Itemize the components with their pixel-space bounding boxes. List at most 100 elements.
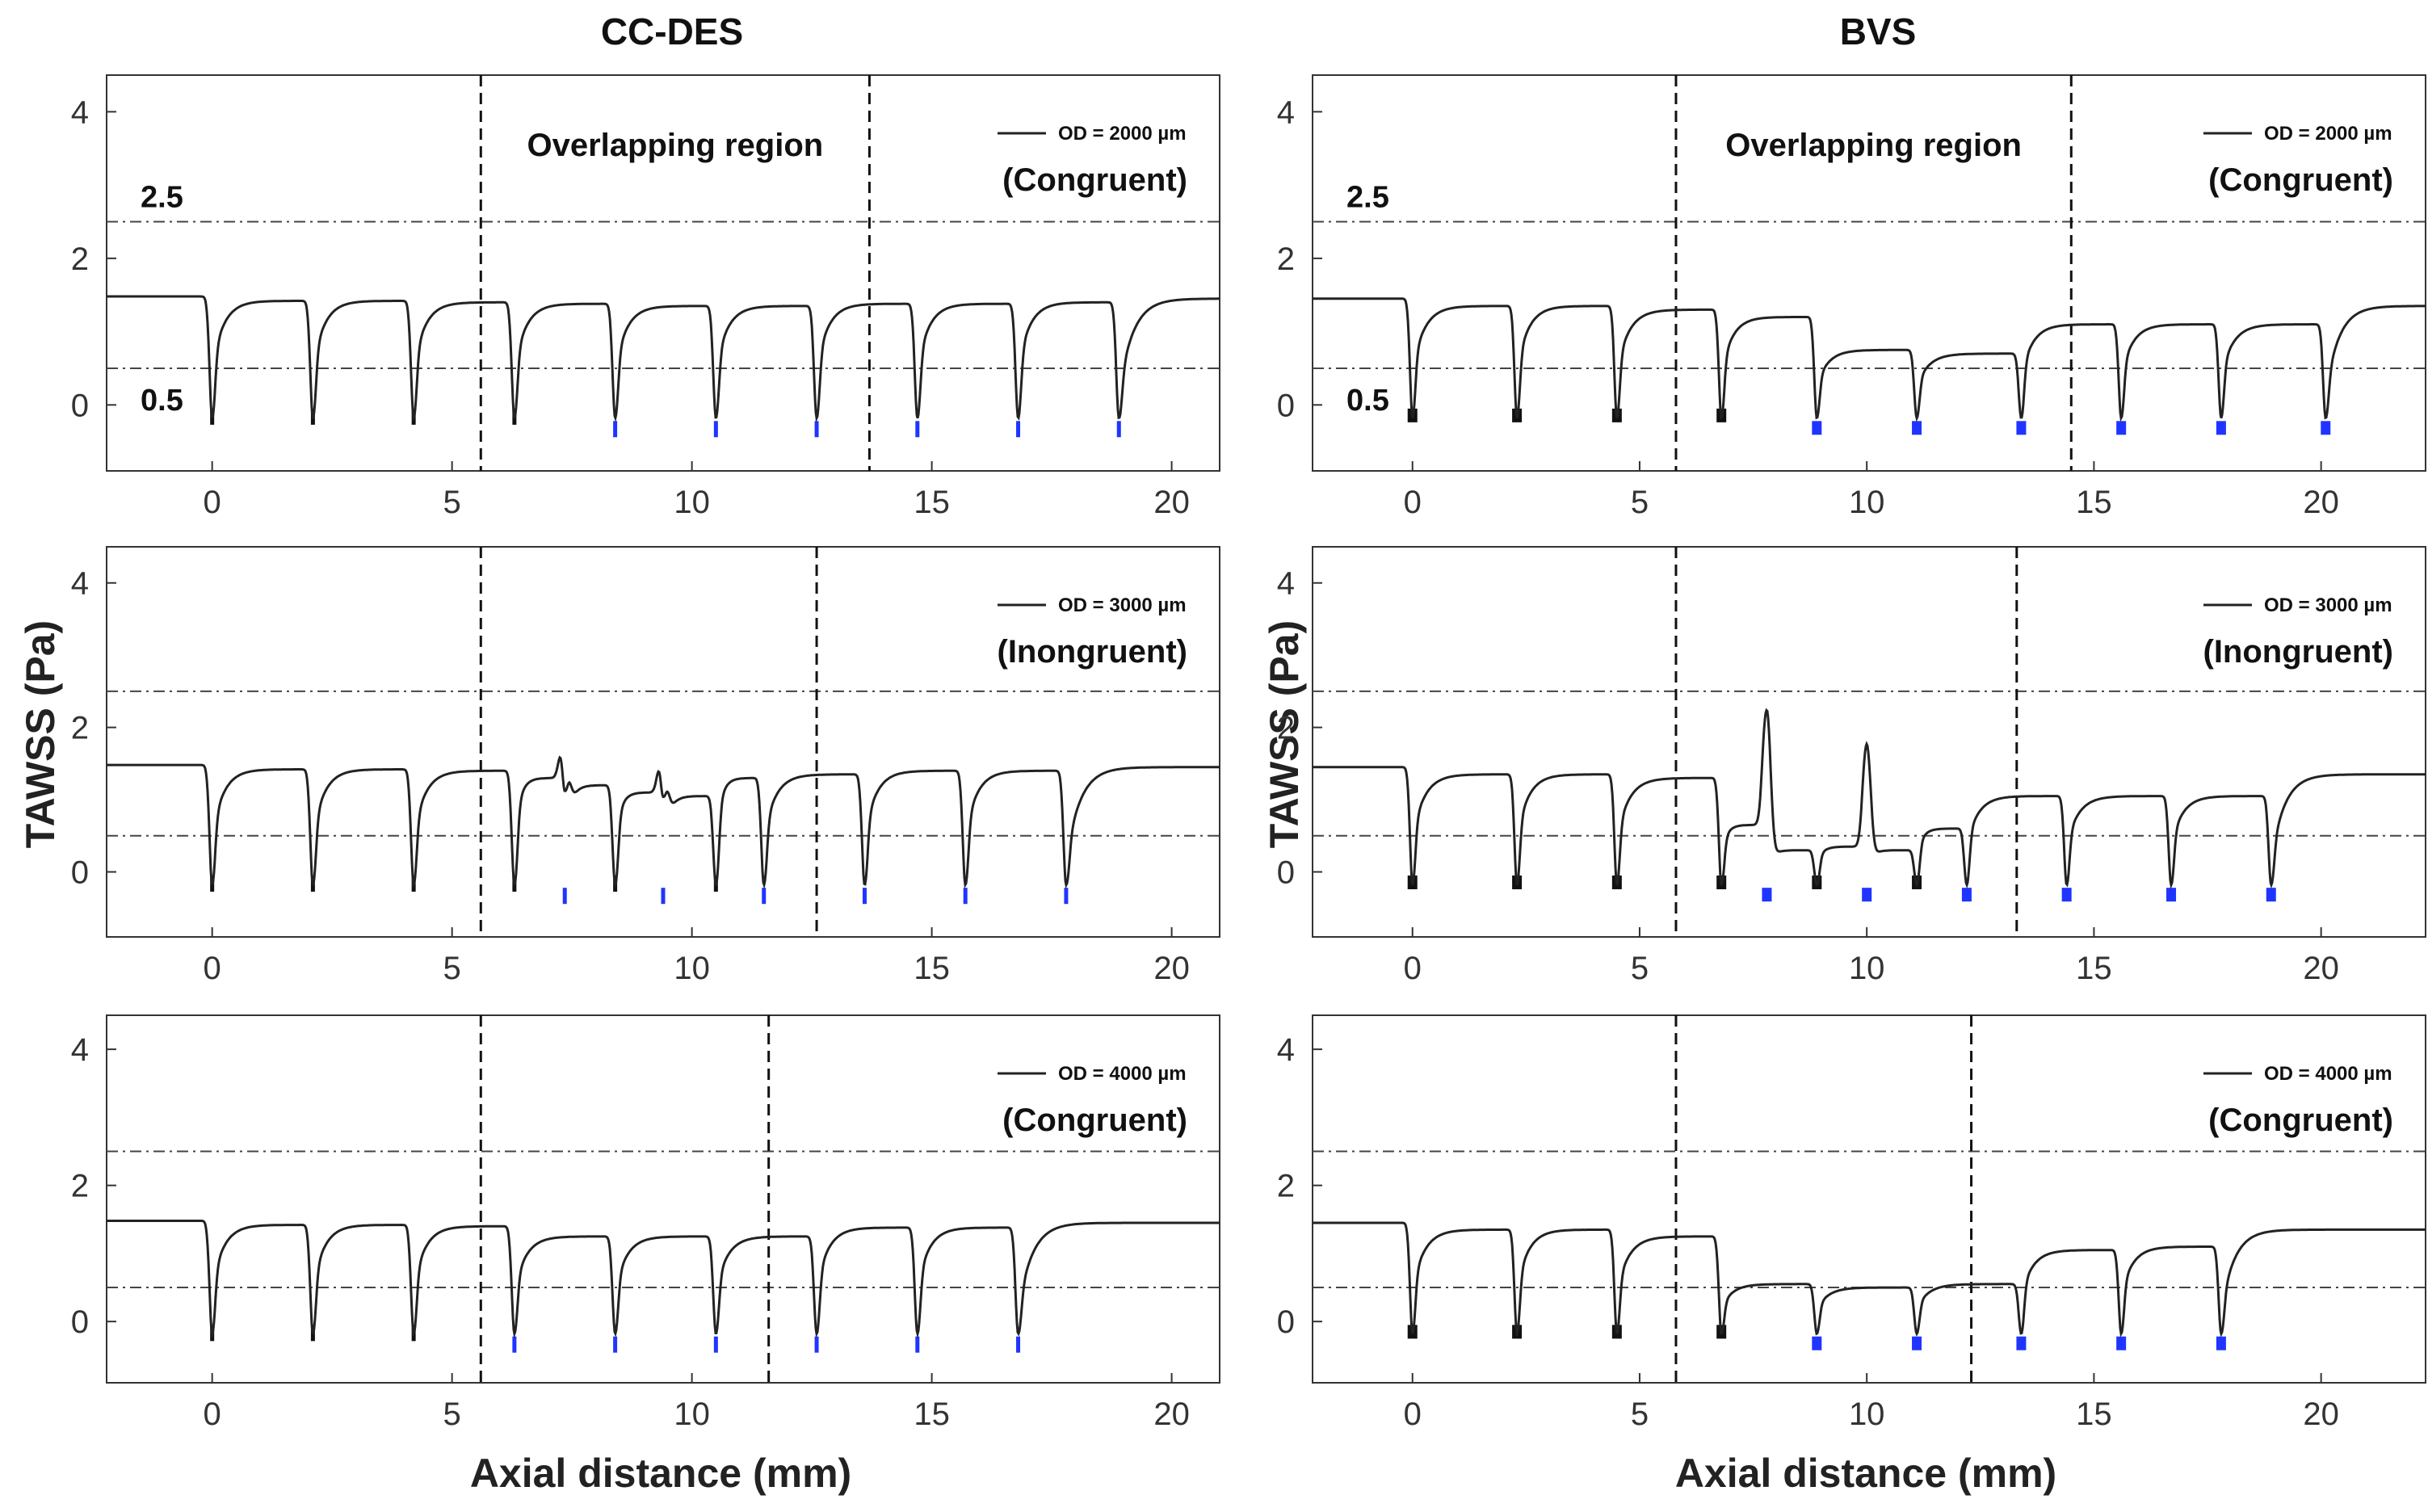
- x-tick-label: 10: [1849, 485, 1885, 520]
- plot-frame: [106, 1014, 1220, 1384]
- y-tick-label: 2: [71, 242, 89, 277]
- x-tick-label: 15: [2076, 951, 2112, 986]
- tawss-series-line: [1313, 708, 2426, 890]
- y-tick-label: 2: [1277, 711, 1295, 746]
- chart-panel-2: 2.5 0.5 Overlapping region OD = 2000 µm (Con…: [1277, 74, 2426, 520]
- legend-label: OD = 2000 µm: [1058, 123, 1187, 145]
- y-tick-label: 4: [71, 1032, 89, 1068]
- strut-marker: [1016, 1336, 1021, 1353]
- strut-marker: [2166, 888, 2177, 902]
- x-tick-label: 20: [1153, 485, 1190, 520]
- strut-marker: [1064, 888, 1069, 905]
- x-tick-label: 10: [674, 951, 710, 986]
- x-tick-label: 0: [204, 951, 221, 986]
- condition-label: (Congruent): [2208, 162, 2393, 198]
- strut-marker: [915, 421, 920, 438]
- strut-marker: [2116, 421, 2127, 435]
- x-tick-label: 10: [674, 1396, 710, 1432]
- plot-frame: [1312, 546, 2426, 938]
- chart-panel-6: OD = 4000 µm (Congruent) 0 5 10 15 20 0 2 4: [1277, 1014, 2426, 1432]
- legend-label: OD = 3000 µm: [1058, 594, 1187, 616]
- x-tick-label: 0: [1404, 485, 1422, 520]
- chart-panel-3: OD = 3000 µm (Inongruent) 0 5 10 15 20 0 2 4: [71, 546, 1220, 986]
- tawss-series-line: [107, 755, 1220, 889]
- overlap-region-label: Overlapping region: [527, 128, 823, 163]
- y-tick-label: 0: [71, 388, 89, 423]
- strut-marker: [1812, 1336, 1822, 1350]
- strut-marker: [1862, 888, 1872, 902]
- plot-frame: [106, 546, 1220, 938]
- strut-marker: [1762, 888, 1772, 902]
- reference-label: 0.5: [141, 384, 183, 418]
- y-tick-label: 4: [1277, 1032, 1295, 1068]
- x-tick-label: 10: [1849, 1396, 1885, 1432]
- strut-marker: [1016, 421, 1021, 438]
- strut-marker: [613, 1336, 618, 1353]
- y-tick-label: 0: [1277, 388, 1295, 423]
- chart-panel-4: OD = 3000 µm (Inongruent) 0 5 10 15 20 0 2 4: [1277, 546, 2426, 986]
- y-tick-label: 4: [71, 566, 89, 602]
- strut-marker: [1912, 421, 1922, 435]
- legend-label: OD = 2000 µm: [2264, 123, 2392, 145]
- column-title-cc-des: CC-DES: [600, 10, 744, 52]
- x-tick-label: 10: [674, 485, 710, 520]
- x-tick-label: 20: [2303, 1396, 2339, 1432]
- x-tick-label: 5: [443, 1396, 461, 1432]
- x-tick-label: 15: [2076, 485, 2112, 520]
- chart-panel-5: OD = 4000 µm (Congruent) 0 5 10 15 20 0 2 4: [71, 1014, 1220, 1432]
- tawss-series-line: [107, 1220, 1220, 1339]
- column-title-bvs: BVS: [1839, 10, 1917, 52]
- plot-frame: [1312, 1014, 2426, 1384]
- strut-marker: [2016, 1336, 2027, 1350]
- strut-marker: [512, 1336, 517, 1353]
- strut-marker: [1912, 1336, 1922, 1350]
- strut-marker: [2061, 888, 2072, 902]
- strut-marker: [1961, 888, 1972, 902]
- strut-marker: [2216, 421, 2226, 435]
- x-tick-label: 10: [1849, 951, 1885, 986]
- x-tick-label: 5: [1631, 485, 1649, 520]
- x-axis-label-left: Axial distance (mm): [469, 1451, 852, 1496]
- strut-marker: [862, 888, 867, 905]
- x-tick-label: 15: [2076, 1396, 2112, 1432]
- y-tick-label: 0: [1277, 1304, 1295, 1340]
- condition-label: (Congruent): [1002, 1102, 1187, 1138]
- condition-label: (Inongruent): [998, 634, 1188, 670]
- y-tick-label: 2: [71, 1169, 89, 1204]
- y-tick-label: 2: [1277, 242, 1295, 277]
- y-tick-label: 0: [71, 855, 89, 891]
- x-tick-label: 20: [1153, 951, 1190, 986]
- x-tick-label: 0: [1404, 1396, 1422, 1432]
- strut-marker: [562, 888, 567, 905]
- x-tick-label: 0: [204, 1396, 221, 1432]
- x-tick-label: 15: [914, 485, 950, 520]
- y-tick-label: 0: [1277, 855, 1295, 891]
- reference-label: 2.5: [141, 180, 183, 214]
- strut-marker: [661, 888, 666, 905]
- x-tick-label: 15: [914, 1396, 950, 1432]
- strut-marker: [963, 888, 968, 905]
- condition-label: (Congruent): [2208, 1102, 2393, 1138]
- strut-marker: [2116, 1336, 2127, 1350]
- x-tick-label: 20: [2303, 485, 2339, 520]
- plot-frame: [1312, 74, 2426, 472]
- strut-marker: [2216, 1336, 2226, 1350]
- x-tick-label: 5: [443, 485, 461, 520]
- plot-frame: [106, 74, 1220, 472]
- x-axis-label-right: Axial distance (mm): [1674, 1451, 2057, 1496]
- x-tick-label: 5: [443, 951, 461, 986]
- y-tick-label: 2: [71, 711, 89, 746]
- y-tick-label: 0: [71, 1304, 89, 1340]
- strut-marker: [713, 1336, 718, 1353]
- strut-marker: [814, 421, 819, 438]
- x-tick-label: 20: [1153, 1396, 1190, 1432]
- condition-label: (Congruent): [1002, 162, 1187, 198]
- x-tick-label: 15: [914, 951, 950, 986]
- overlap-region-label: Overlapping region: [1725, 128, 2022, 163]
- x-tick-label: 0: [1404, 951, 1422, 986]
- reference-label: 2.5: [1346, 180, 1389, 214]
- strut-marker: [1116, 421, 1121, 438]
- strut-marker: [2016, 421, 2027, 435]
- strut-marker: [613, 421, 618, 438]
